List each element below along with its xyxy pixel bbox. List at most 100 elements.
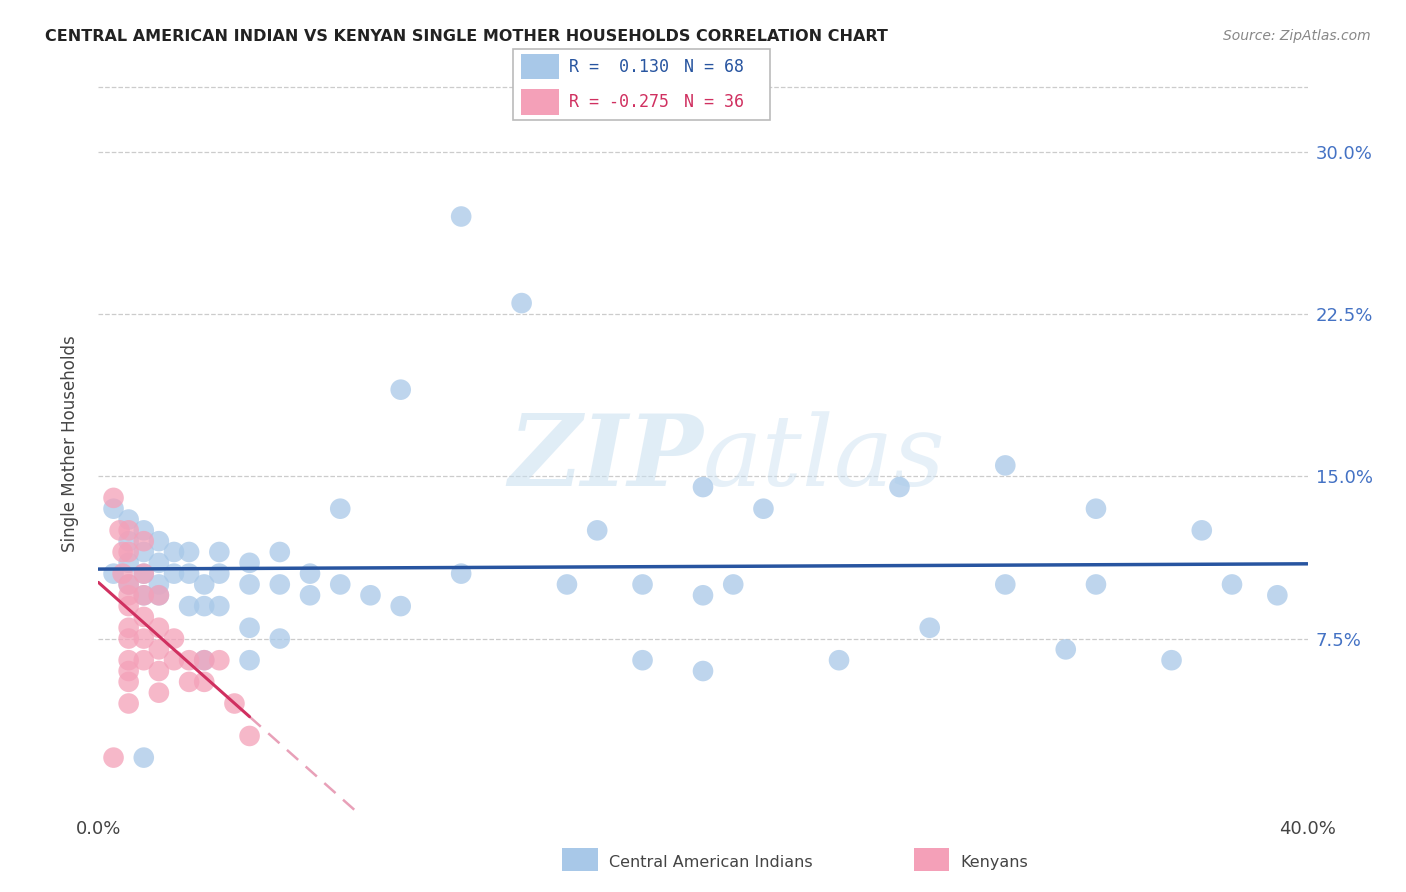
Point — [132, 524, 155, 538]
Point — [224, 697, 246, 711]
Point — [555, 577, 578, 591]
Point — [1085, 501, 1108, 516]
Point — [239, 621, 262, 635]
Point — [179, 599, 201, 613]
Bar — [522, 89, 558, 115]
Text: CENTRAL AMERICAN INDIAN VS KENYAN SINGLE MOTHER HOUSEHOLDS CORRELATION CHART: CENTRAL AMERICAN INDIAN VS KENYAN SINGLE… — [45, 29, 887, 45]
Point — [299, 566, 322, 581]
Point — [208, 566, 231, 581]
Point — [118, 588, 141, 602]
Point — [1085, 577, 1108, 591]
Point — [239, 556, 262, 570]
Point — [163, 653, 186, 667]
Point — [132, 588, 155, 602]
Point — [118, 512, 141, 526]
Point — [269, 545, 291, 559]
Point — [103, 566, 125, 581]
Point — [179, 653, 201, 667]
Point — [132, 566, 155, 581]
Point — [179, 545, 201, 559]
Point — [752, 501, 775, 516]
Point — [692, 664, 714, 678]
Point — [118, 632, 141, 646]
Point — [1191, 524, 1213, 538]
Point — [132, 632, 155, 646]
Text: R = -0.275: R = -0.275 — [569, 93, 669, 112]
Bar — [522, 54, 558, 79]
Point — [118, 664, 141, 678]
Point — [692, 588, 714, 602]
Point — [132, 588, 155, 602]
Point — [111, 566, 134, 581]
Point — [1220, 577, 1243, 591]
Point — [994, 458, 1017, 473]
Point — [118, 697, 141, 711]
Point — [163, 566, 186, 581]
Point — [148, 664, 170, 678]
Text: Source: ZipAtlas.com: Source: ZipAtlas.com — [1223, 29, 1371, 44]
Point — [692, 480, 714, 494]
Point — [163, 545, 186, 559]
Point — [179, 566, 201, 581]
Point — [299, 588, 322, 602]
Point — [132, 653, 155, 667]
Point — [329, 577, 352, 591]
FancyBboxPatch shape — [513, 49, 769, 120]
Point — [163, 632, 186, 646]
Point — [329, 501, 352, 516]
Point — [148, 686, 170, 700]
Point — [889, 480, 911, 494]
Point — [510, 296, 533, 310]
Point — [118, 545, 141, 559]
Point — [239, 653, 262, 667]
Point — [118, 653, 141, 667]
Point — [179, 674, 201, 689]
Point — [360, 588, 382, 602]
Text: ZIP: ZIP — [508, 410, 703, 507]
Point — [1160, 653, 1182, 667]
Point — [132, 566, 155, 581]
Point — [118, 674, 141, 689]
Point — [132, 545, 155, 559]
Point — [193, 599, 215, 613]
Point — [118, 599, 141, 613]
Point — [193, 577, 215, 591]
Point — [450, 210, 472, 224]
Point — [828, 653, 851, 667]
Point — [148, 588, 170, 602]
Text: Kenyans: Kenyans — [960, 855, 1028, 870]
Point — [1054, 642, 1077, 657]
Point — [586, 524, 609, 538]
Point — [269, 577, 291, 591]
Point — [103, 501, 125, 516]
Point — [111, 545, 134, 559]
Point — [148, 642, 170, 657]
Point — [148, 621, 170, 635]
Point — [450, 566, 472, 581]
Point — [118, 577, 141, 591]
Point — [208, 545, 231, 559]
Text: Central American Indians: Central American Indians — [609, 855, 813, 870]
Point — [994, 577, 1017, 591]
Point — [389, 599, 412, 613]
Point — [108, 524, 131, 538]
Point — [239, 577, 262, 591]
Point — [118, 621, 141, 635]
Point — [269, 632, 291, 646]
Point — [208, 653, 231, 667]
Point — [389, 383, 412, 397]
Point — [193, 653, 215, 667]
Point — [631, 577, 654, 591]
Point — [208, 599, 231, 613]
Point — [132, 610, 155, 624]
Point — [631, 653, 654, 667]
Point — [132, 534, 155, 549]
Point — [239, 729, 262, 743]
Point — [193, 674, 215, 689]
Point — [1267, 588, 1289, 602]
Text: atlas: atlas — [703, 411, 946, 506]
Point — [132, 750, 155, 764]
Point — [918, 621, 941, 635]
Point — [118, 577, 141, 591]
Point — [118, 524, 141, 538]
